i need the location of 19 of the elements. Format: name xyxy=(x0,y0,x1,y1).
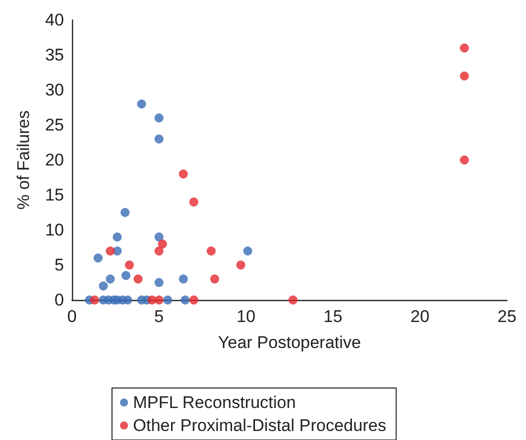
y-tick-label: 35 xyxy=(45,46,64,64)
y-tick-label: 40 xyxy=(45,10,64,30)
y-tick-label: 5 xyxy=(54,256,64,274)
y-tick-label: 15 xyxy=(45,186,64,204)
y-axis-title: % of Failures xyxy=(14,110,33,210)
x-axis-title: Year Postoperative xyxy=(218,333,362,352)
x-tick-label: 5 xyxy=(154,307,164,326)
legend-label: Other Proximal-Distal Procedures xyxy=(133,416,386,435)
x-tick-label: 10 xyxy=(236,307,256,326)
y-tick-label: 30 xyxy=(45,80,64,100)
y-tick-label: 25 xyxy=(45,116,64,134)
legend-label: MPFL Reconstruction xyxy=(133,393,296,412)
y-tick-label: 10 xyxy=(45,220,64,240)
x-tick-label: 0 xyxy=(67,307,77,326)
y-tick-label: 0 xyxy=(54,290,64,310)
x-tick-label: 15 xyxy=(324,307,342,326)
y-tick-label: 20 xyxy=(45,150,64,170)
x-tick-label: 20 xyxy=(410,307,430,326)
x-tick-label: 25 xyxy=(498,307,516,326)
